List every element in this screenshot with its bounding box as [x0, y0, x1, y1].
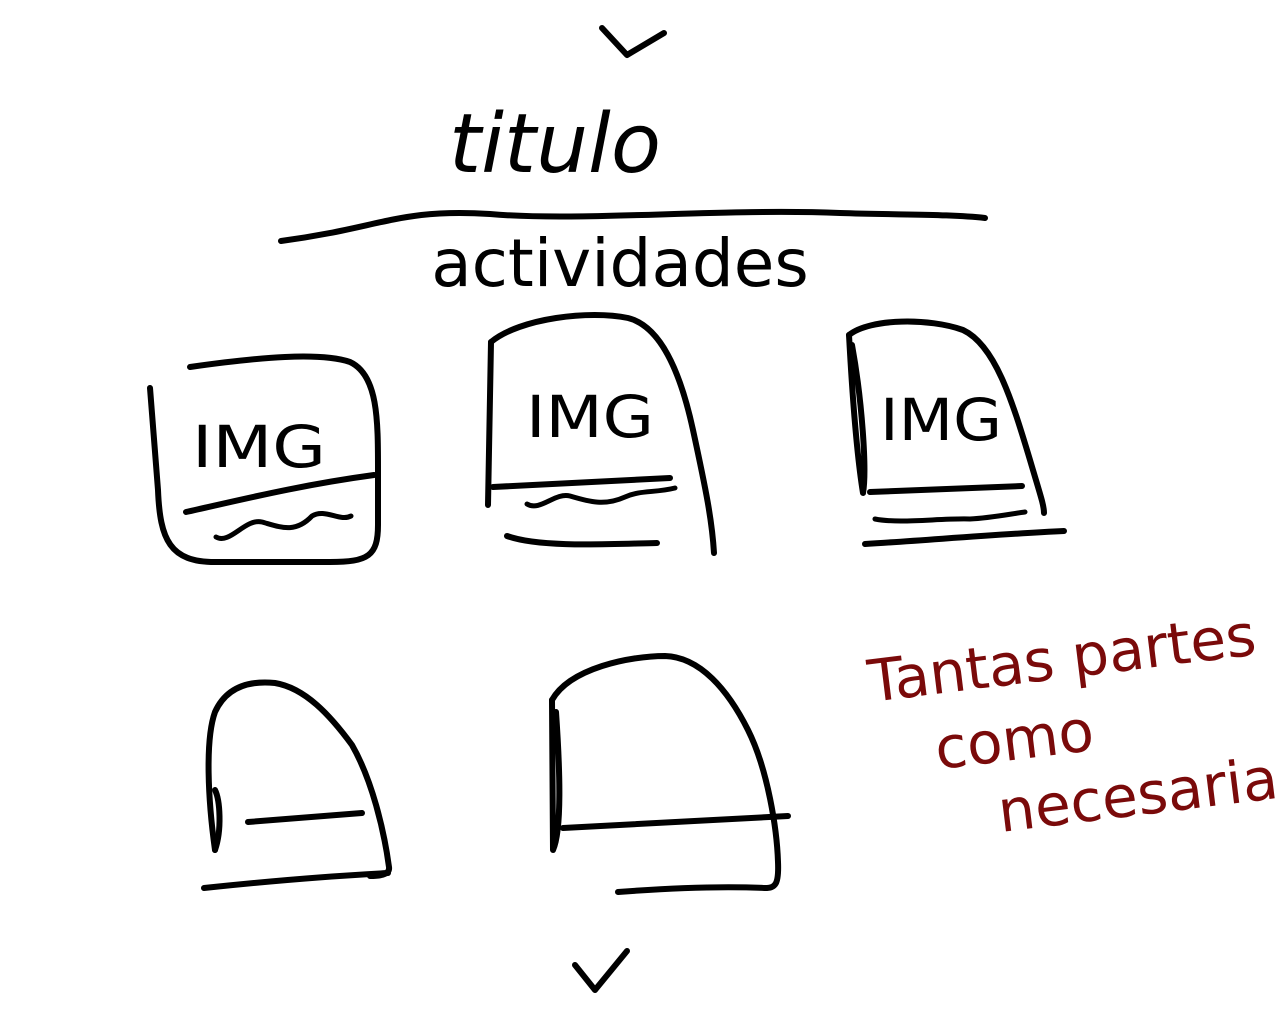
chevron-down-icon[interactable]	[572, 948, 630, 993]
card-divider	[560, 813, 791, 831]
card-footer-line	[862, 528, 1067, 547]
title-underline	[278, 208, 988, 244]
card-outline-left	[485, 339, 494, 508]
image-placeholder-icon: IMG	[880, 386, 1002, 454]
annotation-note-line: Tantas partes	[863, 601, 1259, 716]
card-text-line	[213, 510, 354, 541]
card-outline-left	[549, 697, 563, 853]
card-outline	[488, 312, 717, 556]
activity-card[interactable]: IMG	[846, 318, 1067, 547]
activity-card[interactable]	[549, 653, 791, 895]
annotation-note: Tantas partes como necesarias	[863, 601, 1280, 846]
activity-card[interactable]: IMG	[147, 353, 381, 565]
card-divider	[490, 475, 673, 490]
card-outline	[205, 679, 393, 879]
card-text-line	[524, 485, 678, 509]
chevron-down-icon[interactable]	[599, 25, 667, 58]
activity-card[interactable]: IMG	[485, 312, 717, 556]
card-text-line	[872, 509, 1028, 524]
page-title: titulo	[449, 97, 661, 192]
card-footer-line	[201, 870, 391, 891]
activity-card[interactable]	[201, 679, 393, 891]
card-outline	[846, 318, 1047, 516]
card-outline-left	[846, 332, 868, 496]
card-footer-line	[615, 884, 768, 895]
card-outline-left	[212, 787, 223, 853]
card-outline	[147, 353, 381, 565]
section-subtitle: actividades	[431, 225, 809, 302]
image-placeholder-icon: IMG	[192, 413, 326, 481]
page-title-group: titulo	[278, 97, 988, 244]
card-divider	[183, 472, 377, 515]
image-placeholder-icon: IMG	[526, 383, 654, 451]
card-divider	[245, 810, 365, 825]
card-outline	[549, 653, 782, 891]
card-divider	[867, 483, 1025, 495]
card-footer-line	[504, 533, 660, 548]
